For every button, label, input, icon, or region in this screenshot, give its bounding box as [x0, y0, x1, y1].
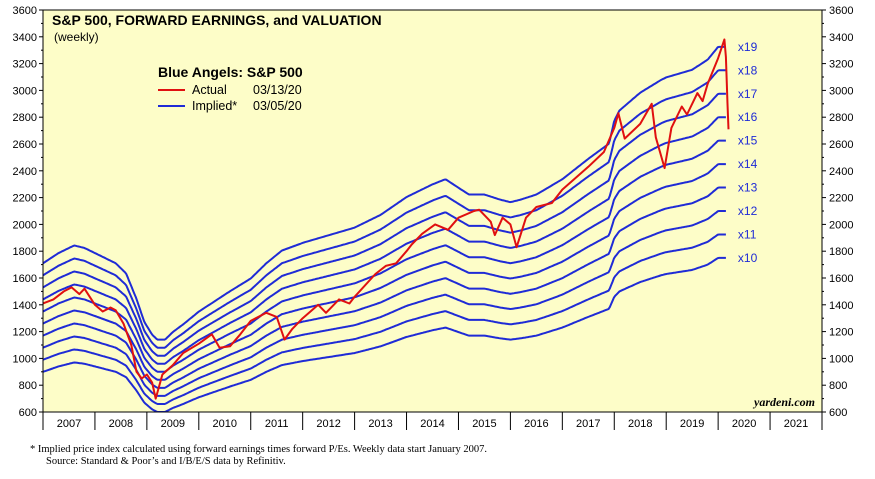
multiple-label-x15: x15: [738, 134, 758, 148]
x-tick-label: 2010: [213, 418, 237, 430]
implied-line-x14: [43, 163, 726, 381]
y-tick-label-left: 600: [19, 407, 37, 419]
multiple-label-x13: x13: [738, 181, 758, 195]
implied-line-x11: [43, 233, 726, 405]
y-tick-label-right: 3600: [829, 5, 853, 17]
axes: 600 600 800 800 1000 1000 1200 1200 1400 1400 1600…: [13, 5, 853, 430]
y-tick-label-right: 1000: [829, 353, 853, 365]
x-tick-label: 2008: [109, 418, 133, 430]
y-tick-label-right: 2400: [829, 166, 853, 178]
implied-line-x17: [43, 92, 726, 357]
multiple-labels: x10 x11 x12 x13 x14 x15 x16 x17 x18 x19: [738, 40, 758, 265]
x-tick-label: 2019: [680, 418, 704, 430]
y-tick-label-left: 2400: [13, 166, 37, 178]
implied-line-x16: [43, 116, 726, 365]
y-tick-label-left: 3200: [13, 59, 37, 71]
x-tick-label: 2021: [784, 418, 808, 430]
y-tick-label-right: 1800: [829, 246, 853, 258]
x-tick-label: 2015: [472, 418, 496, 430]
x-tick-label: 2020: [732, 418, 756, 430]
y-tick-label-left: 2200: [13, 193, 37, 205]
multiple-label-x14: x14: [738, 157, 758, 171]
chart-title: S&P 500, FORWARD EARNINGS, and VALUATION: [52, 12, 382, 28]
legend-date-implied: 03/05/20: [253, 99, 302, 113]
y-tick-label-right: 1400: [829, 300, 853, 312]
x-tick-label: 2014: [420, 418, 444, 430]
y-tick-label-right: 2600: [829, 139, 853, 151]
y-tick-label-left: 1000: [13, 353, 37, 365]
credit-label: yardeni.com: [752, 395, 815, 409]
y-tick-label-right: 1600: [829, 273, 853, 285]
y-tick-label-right: 3400: [829, 32, 853, 44]
multiple-label-x16: x16: [738, 110, 758, 124]
footnote: * Implied price index calculated using f…: [30, 444, 850, 468]
y-tick-label-left: 1400: [13, 300, 37, 312]
implied-line-x18: [43, 69, 726, 349]
y-tick-label-left: 2000: [13, 219, 37, 231]
implied-line-x19: [43, 45, 726, 341]
legend-date-actual: 03/13/20: [253, 83, 302, 97]
legend-title: Blue Angels: S&P 500: [158, 64, 303, 80]
y-tick-label-right: 2000: [829, 219, 853, 231]
legend-label-actual: Actual: [192, 83, 227, 97]
x-tick-label: 2016: [524, 418, 548, 430]
multiple-label-x19: x19: [738, 40, 758, 54]
x-tick-label: 2018: [628, 418, 652, 430]
multiple-label-x18: x18: [738, 63, 758, 77]
y-tick-label-right: 2800: [829, 112, 853, 124]
implied-line-x15: [43, 139, 726, 373]
y-tick-label-left: 3000: [13, 85, 37, 97]
y-tick-label-right: 3000: [829, 85, 853, 97]
legend: Blue Angels: S&P 500 Actual 03/13/20 Imp…: [158, 64, 303, 113]
y-tick-label-left: 800: [19, 380, 37, 392]
x-tick-label: 2007: [57, 418, 81, 430]
footnote-line-1: * Implied price index calculated using f…: [30, 444, 488, 455]
y-tick-label-left: 1600: [13, 273, 37, 285]
y-tick-label-left: 2800: [13, 112, 37, 124]
actual-line: [43, 38, 730, 400]
multiple-label-x12: x12: [738, 204, 758, 218]
y-tick-label-right: 2200: [829, 193, 853, 205]
multiple-label-x17: x17: [738, 87, 758, 101]
implied-line-x13: [43, 186, 726, 389]
plot-background: [43, 10, 822, 412]
y-tick-label-left: 1200: [13, 327, 37, 339]
y-tick-label-left: 2600: [13, 139, 37, 151]
x-tick-label: 2009: [161, 418, 185, 430]
y-tick-label-left: 1800: [13, 246, 37, 258]
multiple-label-x11: x11: [738, 227, 757, 241]
multiple-label-x10: x10: [738, 251, 758, 265]
footnote-line-2: Source: Standard & Poor’s and I/B/E/S da…: [46, 456, 286, 467]
y-tick-label-right: 1200: [829, 327, 853, 339]
x-tick-label: 2011: [265, 418, 289, 430]
legend-label-implied: Implied*: [192, 99, 237, 113]
y-tick-label-left: 3600: [13, 5, 37, 17]
x-tick-label: 2013: [368, 418, 392, 430]
chart-subtitle: (weekly): [54, 30, 99, 44]
y-tick-label-right: 600: [829, 407, 847, 419]
y-tick-label-right: 3200: [829, 59, 853, 71]
x-tick-label: 2017: [576, 418, 600, 430]
y-tick-label-left: 3400: [13, 32, 37, 44]
x-tick-label: 2012: [316, 418, 340, 430]
actual-line-group: [43, 38, 730, 400]
y-tick-label-right: 800: [829, 380, 847, 392]
chart: 600 600 800 800 1000 1000 1200 1200 1400 1400 1600…: [13, 5, 853, 430]
